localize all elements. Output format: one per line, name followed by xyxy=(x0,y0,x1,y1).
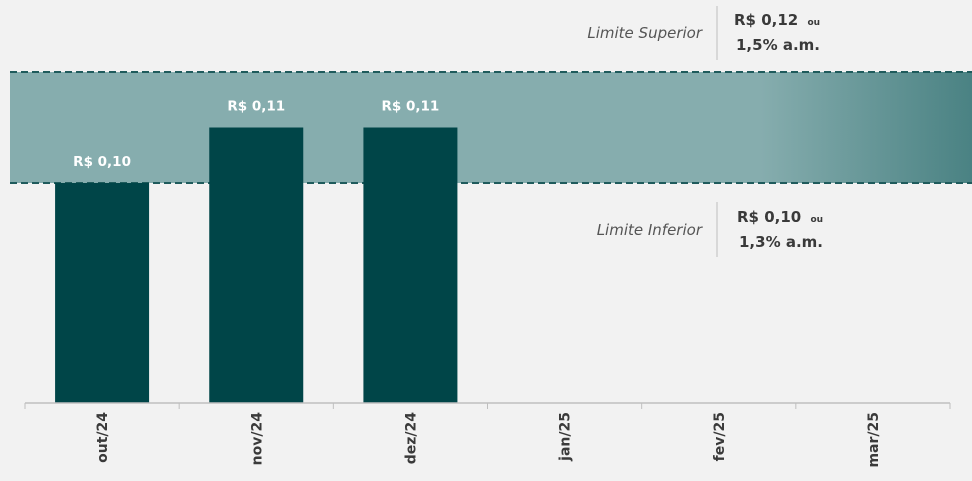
upper-limit-value: R$ 0,12 xyxy=(734,11,798,29)
x-tick-labels-group: out/24 nov/24 dez/24 jan/25 fev/25 mar/25 xyxy=(95,412,882,468)
bar-1 xyxy=(209,127,304,403)
bar-2 xyxy=(363,127,458,403)
lower-limit-label: Limite Inferior xyxy=(597,221,703,239)
bar-0 xyxy=(55,183,150,403)
limit-band xyxy=(10,72,972,183)
lower-limit-note: Limite Inferior R$ 0,10 ou 1,3% a.m. xyxy=(597,202,823,257)
lower-limit-connector: ou xyxy=(810,215,823,225)
lower-limit-value-line: R$ 0,10 ou xyxy=(737,208,823,226)
x-tick-label-5: mar/25 xyxy=(866,412,882,468)
x-tick-label-2: dez/24 xyxy=(403,412,419,465)
bars-group xyxy=(55,127,458,403)
bar-data-label-1: R$ 0,11 xyxy=(227,99,285,115)
upper-limit-note: Limite Superior R$ 0,12 ou 1,5% a.m. xyxy=(587,6,820,60)
upper-limit-label: Limite Superior xyxy=(587,24,702,42)
bar-labels-group: R$ 0,10 R$ 0,11 R$ 0,11 xyxy=(73,99,439,171)
bar-data-label-0: R$ 0,10 xyxy=(73,154,131,170)
x-ticks-group xyxy=(24,403,951,409)
bar-data-label-2: R$ 0,11 xyxy=(382,99,440,115)
x-tick-label-3: jan/25 xyxy=(558,412,574,462)
x-tick-label-1: nov/24 xyxy=(249,412,265,466)
x-tick-label-0: out/24 xyxy=(95,412,111,463)
upper-limit-rate: 1,5% a.m. xyxy=(736,36,820,54)
upper-limit-connector: ou xyxy=(807,18,820,28)
upper-limit-value-line: R$ 0,12 ou xyxy=(734,11,820,29)
x-tick-label-4: fev/25 xyxy=(712,412,728,461)
lower-limit-value: R$ 0,10 xyxy=(737,208,801,226)
lower-limit-rate: 1,3% a.m. xyxy=(739,233,823,251)
